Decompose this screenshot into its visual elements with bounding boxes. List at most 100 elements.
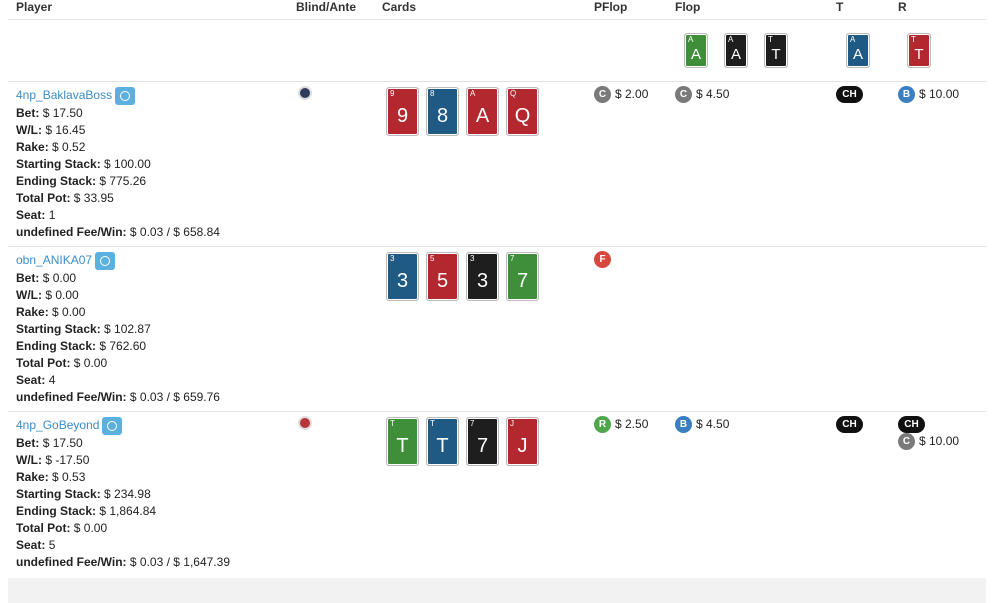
card-rank-corner: A [728,35,734,44]
player-link[interactable]: 4np_BaklavaBoss [16,88,113,103]
field-label: Rake: [16,470,49,484]
field-label: Rake: [16,140,49,154]
card-rank-corner: T [390,419,395,428]
player-field: Total Pot: $ 33.95 [16,190,114,207]
action: C $ 10.00 [898,433,959,450]
field-value: $ 0.00 [52,305,86,319]
action-badge: C [594,86,611,103]
field-label: Starting Stack: [16,487,101,501]
field-value: $ 100.00 [104,157,151,171]
card-rank: T [436,434,449,457]
player-field: undefined Fee/Win: $ 0.03 / $ 659.76 [16,389,220,406]
field-label: Bet: [16,106,40,120]
card-rank-corner: 7 [510,254,515,263]
header-rule [8,19,986,20]
action: C $ 4.50 [675,86,729,103]
player-field: Starting Stack: $ 100.00 [16,156,151,173]
player-field: Bet: $ 0.00 [16,270,76,287]
field-value: $ 775.26 [99,174,147,188]
player-field: Rake: $ 0.52 [16,139,85,156]
action: C $ 2.00 [594,86,648,103]
column-header: PFlop [594,0,628,14]
card-rank: J [517,434,528,457]
card-rank: 8 [436,104,449,127]
player-field: Total Pot: $ 0.00 [16,520,107,537]
player-field: Ending Stack: $ 762.60 [16,338,146,355]
field-value: $ 16.45 [45,123,86,137]
field-label: Bet: [16,271,40,285]
info-button[interactable] [102,417,123,435]
action-amount: $ 10.00 [919,434,960,448]
column-header: Cards [382,0,417,14]
player-link[interactable]: 4np_GoBeyond [16,418,100,433]
player-field: undefined Fee/Win: $ 0.03 / $ 1,647.39 [16,554,230,571]
action: CH [836,86,867,103]
field-label: undefined Fee/Win: [16,390,127,404]
card-rank: 5 [436,269,449,292]
field-value: 5 [48,538,56,552]
field-label: Ending Stack: [16,339,97,353]
card-rank: 3 [396,269,409,292]
column-header: T [836,0,844,14]
action-badge: CH [898,416,925,433]
player-field: Ending Stack: $ 1,864.84 [16,503,156,520]
column-header: R [898,0,907,14]
player-field: Rake: $ 0.53 [16,469,85,486]
player-field: W/L: $ -17.50 [16,452,89,469]
player-field: Starting Stack: $ 102.87 [16,321,151,338]
field-value: $ 0.53 [52,470,86,484]
field-label: Bet: [16,436,40,450]
card-rank: A [690,45,701,63]
field-value: $ 17.50 [42,436,83,450]
field-value: $ 33.95 [73,191,114,205]
column-header: Flop [675,0,701,14]
player-field: Starting Stack: $ 234.98 [16,486,151,503]
field-value: $ 0.00 [73,521,108,535]
field-label: undefined Fee/Win: [16,225,127,239]
player-field: Total Pot: $ 0.00 [16,355,107,372]
row-rule [8,246,986,247]
board-rule [8,81,986,82]
player-link[interactable]: obn_ANIKA07 [16,253,93,268]
blind-chip [298,86,312,100]
action: F [594,251,615,268]
card-rank-corner: T [768,35,773,44]
card-rank-corner: Q [510,89,517,98]
field-value: $ 1,864.84 [99,504,157,518]
card-rank-corner: A [850,35,856,44]
card-rank: T [914,45,924,63]
action-amount: $ 4.50 [696,87,730,101]
field-value: $ 0.00 [45,288,79,302]
card-rank: A [852,45,863,63]
field-label: Ending Stack: [16,174,97,188]
field-label: W/L: [16,453,42,467]
row-rule [8,411,986,412]
player-field: Seat: 1 [16,207,55,224]
action: CH [898,416,929,433]
info-button[interactable] [95,252,116,270]
field-label: Total Pot: [16,191,71,205]
action-badge: CH [836,86,863,103]
field-value: 1 [48,208,56,222]
card-rank-corner: 7 [470,419,475,428]
action-badge: CH [836,416,863,433]
card-rank-corner: 9 [390,89,395,98]
field-value: $ 0.03 / $ 1,647.39 [129,555,230,569]
field-label: Total Pot: [16,521,71,535]
action: R $ 2.50 [594,416,648,433]
action-amount: $ 2.00 [615,87,649,101]
card-rank: 7 [516,269,529,292]
info-button[interactable] [115,87,136,105]
action: B $ 4.50 [675,416,729,433]
card-rank-corner: 5 [430,254,435,263]
